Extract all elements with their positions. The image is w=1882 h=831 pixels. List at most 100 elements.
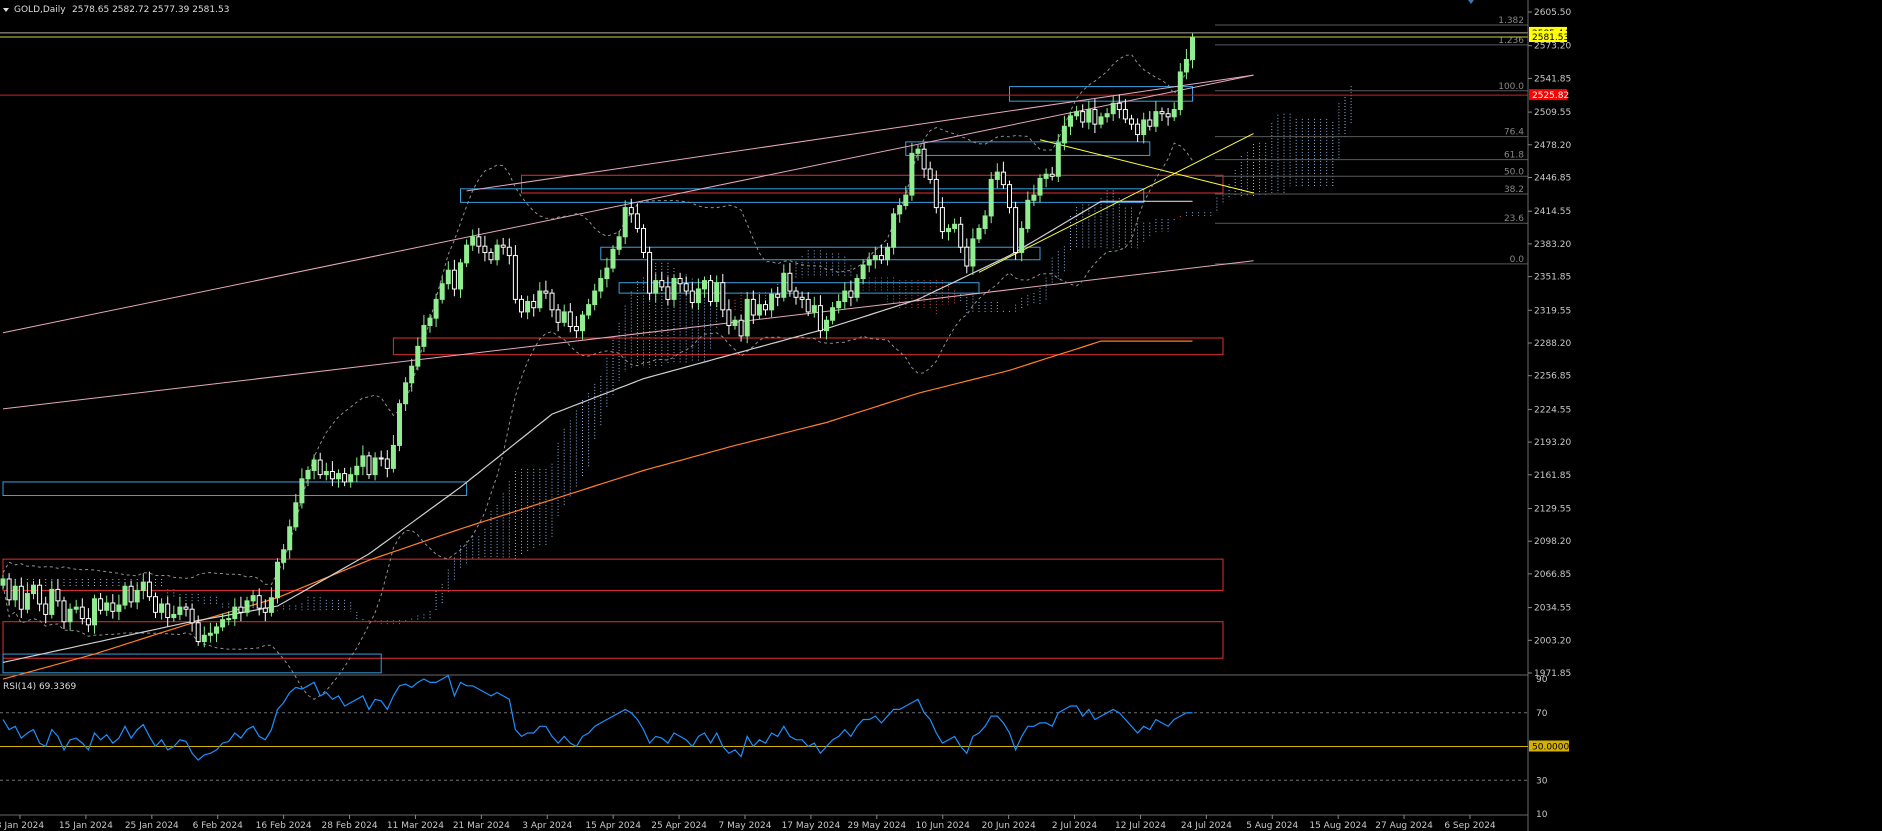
- candle-body: [891, 213, 897, 248]
- candle-body: [952, 223, 958, 229]
- candle-body: [226, 618, 232, 621]
- ohlc-values: 2578.65 2582.72 2577.39 2581.53: [72, 5, 229, 15]
- candle-body: [128, 585, 134, 603]
- x-tick-label: 16 Feb 2024: [256, 821, 312, 831]
- candle-body: [604, 267, 610, 280]
- y-tick-label: 2446.85: [1534, 173, 1571, 183]
- candle-body: [817, 305, 823, 332]
- candle-body: [37, 584, 43, 605]
- candle-body: [451, 269, 457, 290]
- candle-body: [1061, 125, 1067, 144]
- support-resistance-zones: [2, 86, 1224, 674]
- rsi-tick-label: 50.0000: [1532, 743, 1569, 753]
- candle-body: [445, 269, 451, 285]
- candle-body: [537, 290, 543, 309]
- x-tick-label: 3 Apr 2024: [522, 821, 572, 831]
- y-tick-label: 2573.20: [1534, 42, 1571, 52]
- candle-body: [628, 207, 634, 215]
- candle-body: [268, 597, 274, 613]
- candle-body: [641, 227, 646, 253]
- x-tick-label: 5 Aug 2024: [1246, 821, 1298, 831]
- rsi-tick-label: 90: [1536, 675, 1548, 685]
- candle-body: [610, 248, 616, 269]
- candle-body: [561, 311, 567, 323]
- fib-label: 1.236: [1498, 36, 1524, 46]
- candle-body: [702, 280, 707, 290]
- candle-body: [946, 227, 951, 233]
- candle-body: [439, 283, 445, 300]
- candle-body: [409, 365, 415, 384]
- zone-box: [460, 188, 1145, 203]
- candle-body: [1092, 109, 1098, 125]
- x-tick-label: 2 Jul 2024: [1052, 821, 1097, 831]
- candle-body: [354, 465, 360, 476]
- rsi-tick-label: 70: [1536, 709, 1548, 719]
- candle-body: [24, 593, 30, 610]
- candle-body: [415, 345, 421, 367]
- candle-body: [1068, 115, 1073, 127]
- rsi-level-tag: [1529, 740, 1569, 752]
- candle-body: [49, 588, 55, 615]
- zone-box: [905, 141, 1151, 156]
- candle-body: [885, 246, 890, 261]
- x-tick-label: 6 Feb 2024: [193, 821, 244, 831]
- candle-body: [939, 207, 945, 233]
- candle-body: [140, 581, 146, 591]
- x-tick-label: 3 Jan 2024: [0, 821, 44, 831]
- ma-mid-line: [2, 200, 1193, 663]
- candle-body: [781, 272, 787, 298]
- candle-body: [207, 632, 213, 636]
- candle-body: [433, 298, 439, 319]
- candle-body: [342, 473, 348, 483]
- candle-body: [317, 459, 323, 476]
- candle-body: [244, 600, 250, 613]
- y-tick-label: 1971.85: [1534, 669, 1571, 679]
- candle-body: [482, 245, 488, 253]
- candle-body: [958, 223, 964, 248]
- candle-body: [122, 585, 128, 606]
- y-tick-label: 2319.55: [1534, 306, 1571, 316]
- fib-label: 23.6: [1504, 214, 1524, 224]
- candle-body: [464, 244, 470, 264]
- y-tick-label: 2605.50: [1534, 8, 1571, 18]
- candle-body: [525, 300, 531, 313]
- candle-body: [775, 293, 781, 298]
- candle-body: [787, 272, 793, 292]
- candle-body: [824, 319, 829, 332]
- candle-body: [1110, 102, 1116, 115]
- candles: [0, 33, 1195, 648]
- x-tick-label: 15 Aug 2024: [1309, 821, 1367, 831]
- y-tick-label: 2288.20: [1534, 339, 1571, 349]
- candle-body: [293, 502, 299, 528]
- candle-body: [677, 278, 683, 285]
- candle-body: [299, 478, 305, 504]
- envelope-lower: [2, 142, 1193, 700]
- candle-body: [256, 595, 262, 609]
- candle-body: [854, 278, 860, 298]
- candle-body: [476, 236, 482, 247]
- y-tick-label: 2414.55: [1534, 207, 1571, 217]
- candle-body: [1031, 194, 1037, 201]
- candle-body: [232, 606, 238, 620]
- y-tick-label: 2161.85: [1534, 471, 1571, 481]
- x-tick-label: 10 Jun 2024: [916, 821, 970, 831]
- y-tick-label: 2383.20: [1534, 240, 1571, 250]
- y-tick-label: 2478.20: [1534, 141, 1571, 151]
- candle-body: [31, 584, 36, 595]
- x-tick-label: 27 Aug 2024: [1375, 821, 1433, 831]
- candle-body: [1104, 113, 1110, 118]
- candle-body: [519, 298, 524, 313]
- candle-body: [488, 251, 494, 261]
- x-tick-label: 25 Apr 2024: [651, 821, 707, 831]
- dropdown-triangle-icon[interactable]: [3, 8, 9, 12]
- candle-body: [512, 255, 518, 300]
- candle-body: [732, 319, 738, 326]
- candle-body: [1049, 173, 1055, 177]
- price-tag-label: 2581.53: [1532, 33, 1569, 43]
- candle-body: [665, 286, 671, 300]
- candle-body: [1177, 71, 1183, 111]
- y-tick-label: 2193.20: [1534, 438, 1571, 448]
- trendline: [1039, 139, 1254, 194]
- y-tick-label: 2003.20: [1534, 636, 1571, 646]
